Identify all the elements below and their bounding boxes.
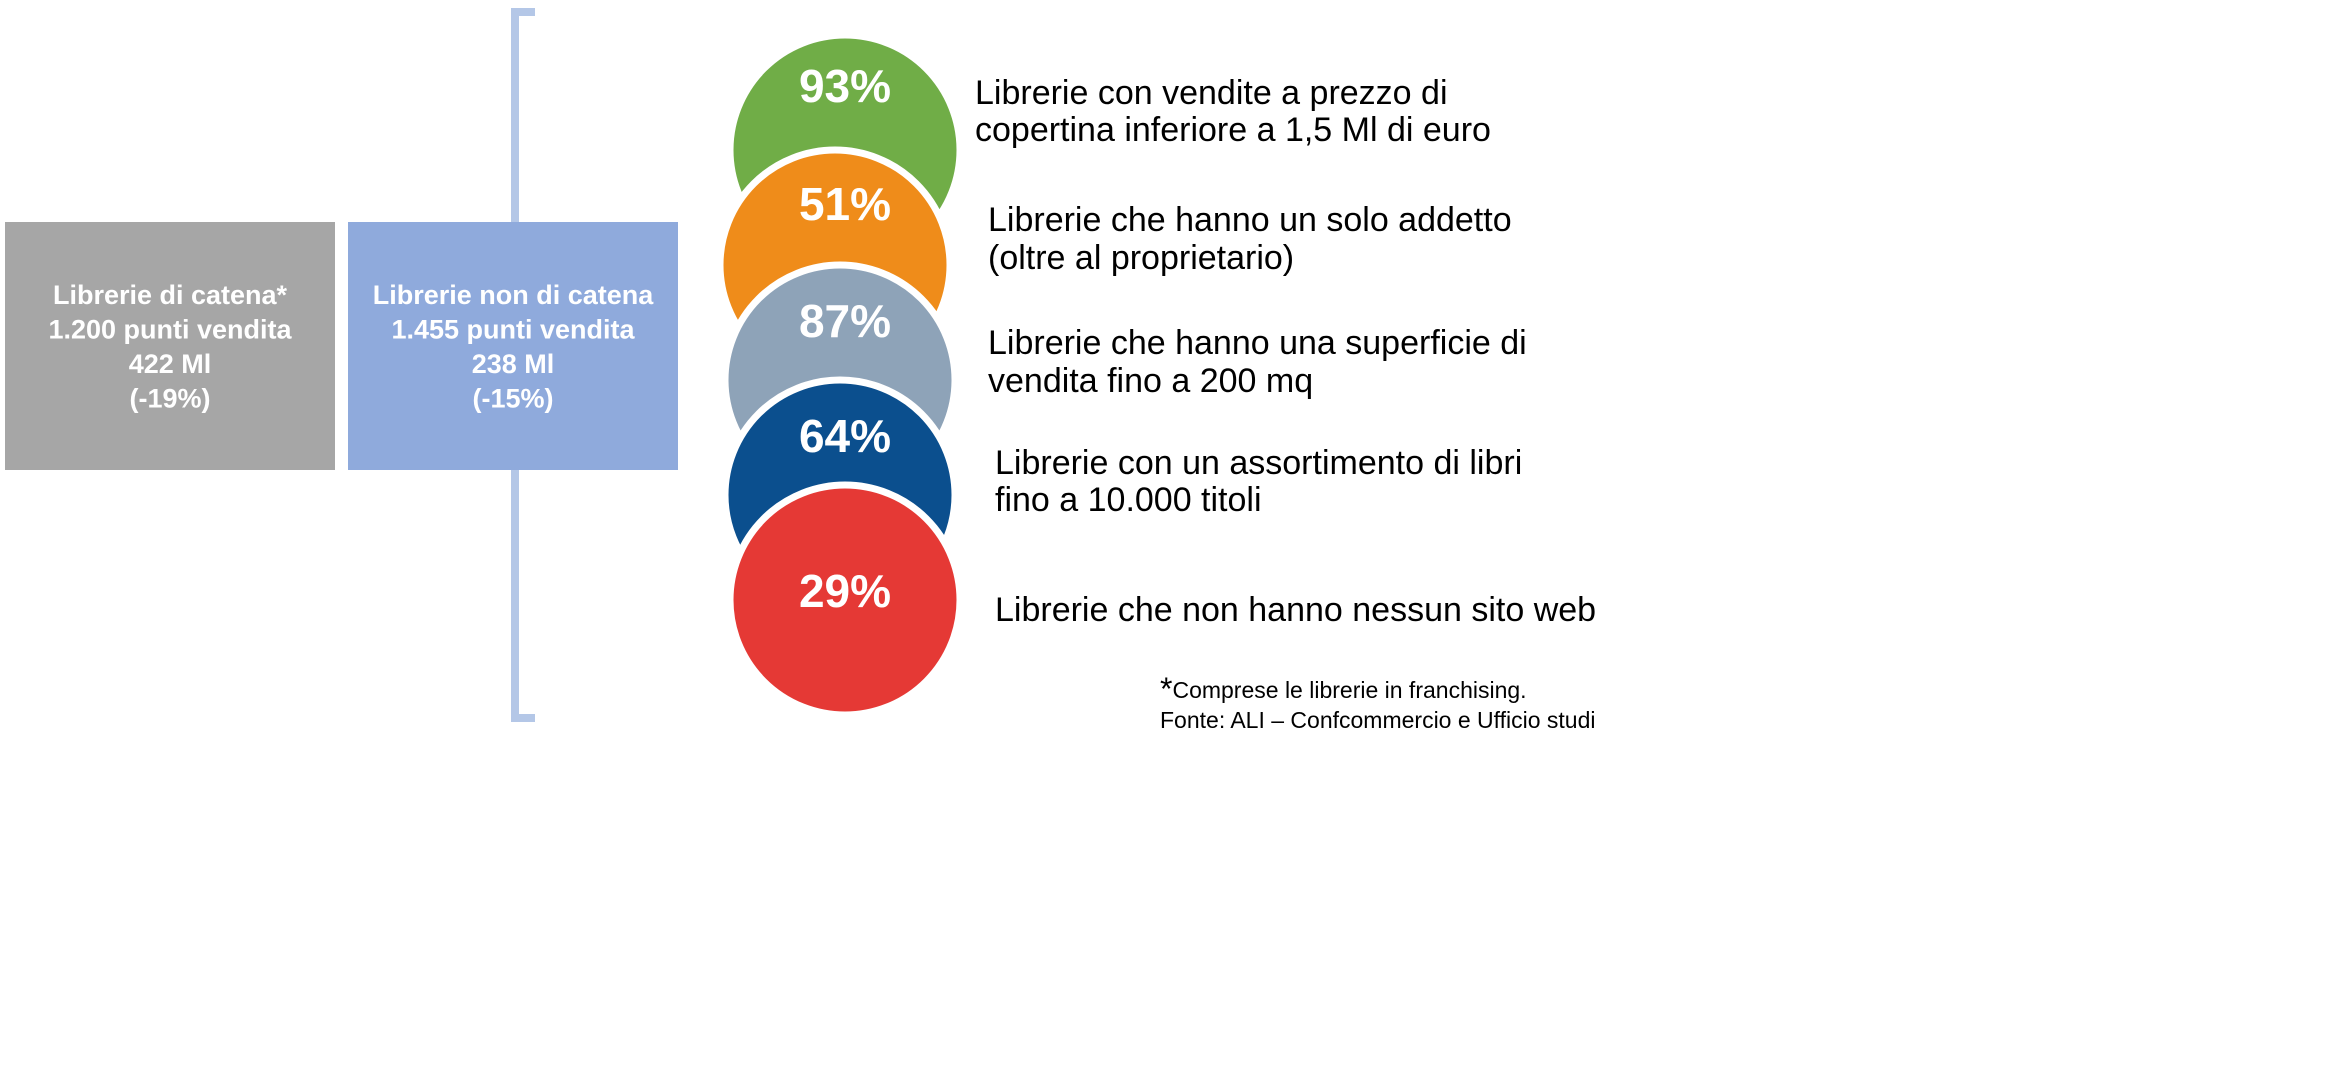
percent: 93% [799, 60, 891, 112]
non-chain-box [348, 222, 678, 470]
description: Librerie con un assortimento di libri [995, 444, 1522, 482]
description: Librerie che hanno un solo addetto [988, 201, 1512, 239]
percent: 51% [799, 178, 891, 230]
description: Librerie che non hanno nessun sito web [995, 591, 1596, 629]
description: copertina inferiore a 1,5 Ml di euro [975, 111, 1491, 149]
percent: 29% [799, 565, 891, 617]
source: Fonte: ALI – Confcommercio e Ufficio stu… [1160, 707, 1596, 733]
box-line: (-19%) [129, 384, 210, 414]
percent: 87% [799, 295, 891, 347]
box-line: 422 Ml [129, 349, 212, 379]
description: fino a 10.000 titoli [995, 481, 1262, 519]
description: Librerie che hanno una superficie di [988, 324, 1527, 362]
description: (oltre al proprietario) [988, 239, 1294, 277]
percent: 64% [799, 410, 891, 462]
circle [726, 481, 964, 719]
box-line: Librerie non di catena [373, 280, 655, 310]
footnote-mark: * [1160, 671, 1172, 707]
circles [716, 31, 964, 719]
box-line: 238 Ml [472, 349, 555, 379]
box-line: (-15%) [472, 384, 553, 414]
box-line: 1.200 punti vendita [48, 315, 292, 345]
chain-box [5, 222, 335, 470]
footnote: *Comprese le librerie in franchising. [1160, 671, 1527, 707]
box-line: Librerie di catena* [53, 280, 288, 310]
footnote-text: Comprese le librerie in franchising. [1172, 677, 1526, 703]
description: vendita fino a 200 mq [988, 362, 1313, 400]
box-line: 1.455 punti vendita [391, 315, 635, 345]
description: Librerie con vendite a prezzo di [975, 74, 1448, 112]
